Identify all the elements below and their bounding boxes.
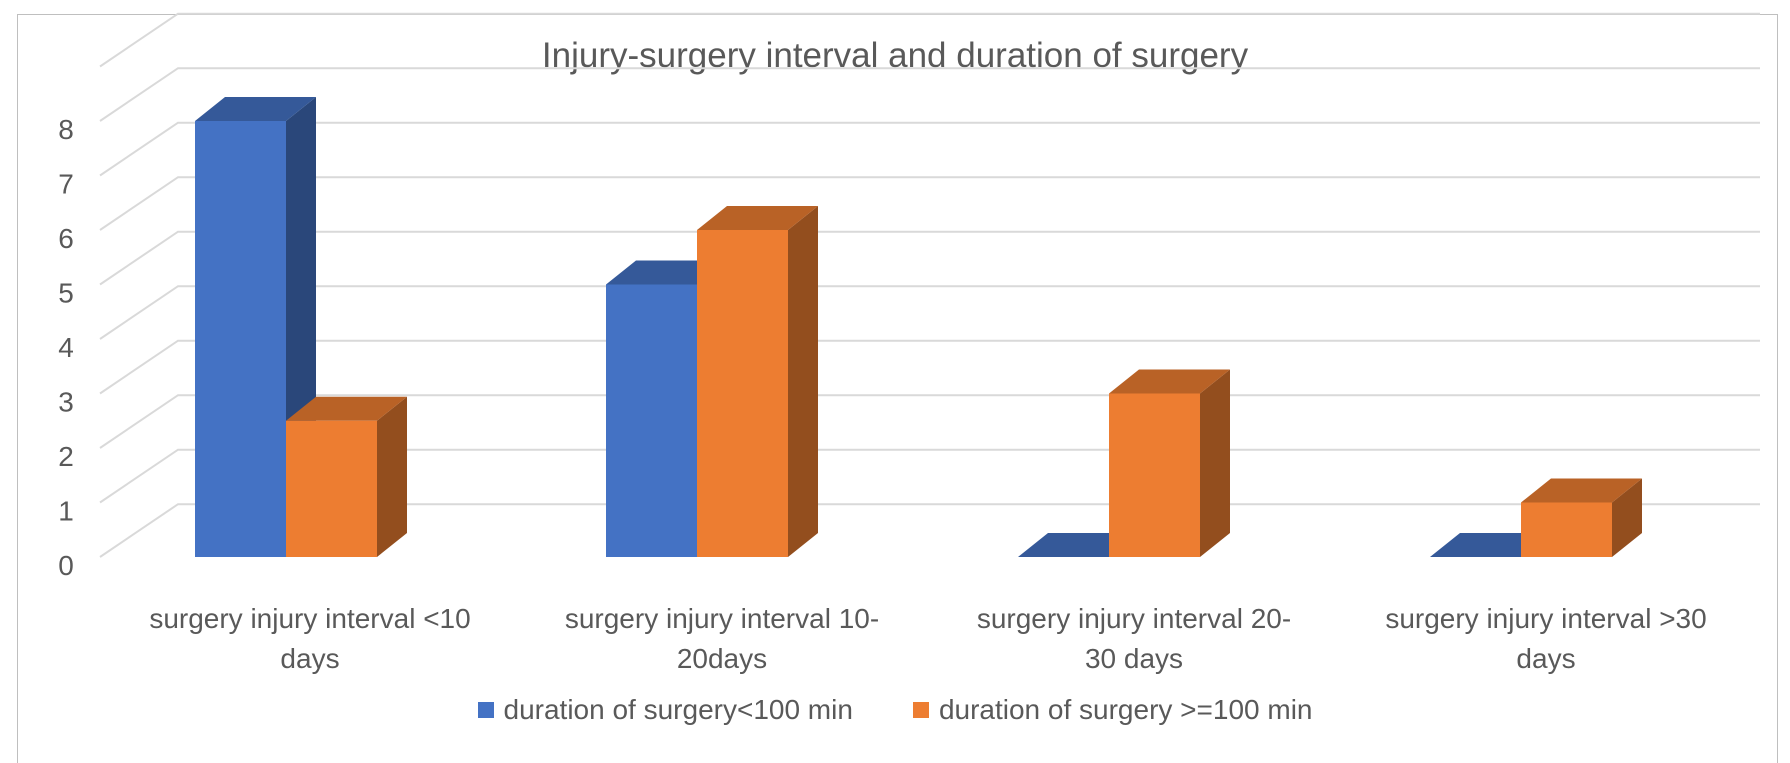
bar-top-face (1521, 478, 1642, 503)
chart-gridlines (99, 12, 1760, 558)
bar-front-face (697, 230, 788, 557)
bar-top-face (606, 260, 727, 285)
bar-front-face (1109, 393, 1200, 557)
y-tick-label: 8 (58, 114, 74, 145)
legend-item-series-2: duration of surgery >=100 min (912, 694, 1313, 726)
bar-side-face (1612, 478, 1642, 557)
y-tick-label: 7 (58, 169, 74, 200)
y-axis: 0 1 2 3 4 5 6 7 8 (58, 114, 74, 581)
bar-front-face (1521, 502, 1612, 557)
x-category-label-2: surgery injury interval 10-20days (565, 603, 879, 674)
bar-series-1-category-4 (1430, 533, 1551, 557)
gridline (99, 285, 1760, 340)
y-tick-label: 4 (58, 332, 74, 363)
bar-top-face (1430, 533, 1551, 557)
bar-series-2-category-4 (1521, 478, 1642, 557)
gridline (99, 230, 1760, 286)
bar-front-face (606, 284, 697, 557)
y-tick-label: 1 (58, 496, 74, 527)
x-category-label-3: surgery injury interval 20-30 days (977, 603, 1291, 674)
bar-top-face (195, 97, 316, 121)
legend-label-series-2: duration of surgery >=100 min (938, 694, 1313, 725)
x-category-label-4: surgery injury interval >30 days (1385, 603, 1706, 674)
x-axis: surgery injury interval <10 days surgery i… (149, 603, 1706, 674)
gridline (99, 121, 1760, 177)
bar-side-face (1200, 369, 1230, 557)
bar-top-face (697, 206, 818, 230)
chart-legend: duration of surgery<100 min duration of … (0, 694, 1790, 726)
y-tick-label: 5 (58, 278, 74, 309)
gridline (99, 503, 1760, 558)
legend-swatch-series-2 (912, 702, 929, 718)
bar-series-2-category-3 (1109, 369, 1230, 557)
bar-top-face (1109, 369, 1230, 394)
x-category-label-1: surgery injury interval <10 days (149, 603, 470, 674)
bar-front-face (195, 121, 286, 557)
gridline (99, 12, 1760, 68)
bar-top-face (1018, 533, 1139, 557)
legend-item-series-1: duration of surgery<100 min (477, 694, 853, 726)
gridline (99, 448, 1760, 504)
bar-top-face (286, 396, 407, 421)
chart-bars (195, 97, 1642, 557)
legend-swatch-series-1 (477, 702, 494, 718)
bar-side-face (377, 396, 407, 557)
bar-series-2-category-2 (697, 206, 818, 557)
y-tick-label: 2 (58, 441, 74, 472)
gridline (99, 67, 1760, 122)
bar-series-2-category-1 (286, 396, 407, 557)
gridline (99, 394, 1760, 449)
y-tick-label: 0 (58, 550, 74, 581)
bar-series-1-category-3 (1018, 533, 1139, 557)
legend-label-series-1: duration of surgery<100 min (503, 694, 853, 725)
gridline (99, 339, 1760, 395)
bar-side-face (788, 206, 818, 557)
y-tick-label: 3 (58, 387, 74, 418)
y-tick-label: 6 (58, 223, 74, 254)
gridline (99, 176, 1760, 231)
bar-front-face (286, 420, 377, 557)
